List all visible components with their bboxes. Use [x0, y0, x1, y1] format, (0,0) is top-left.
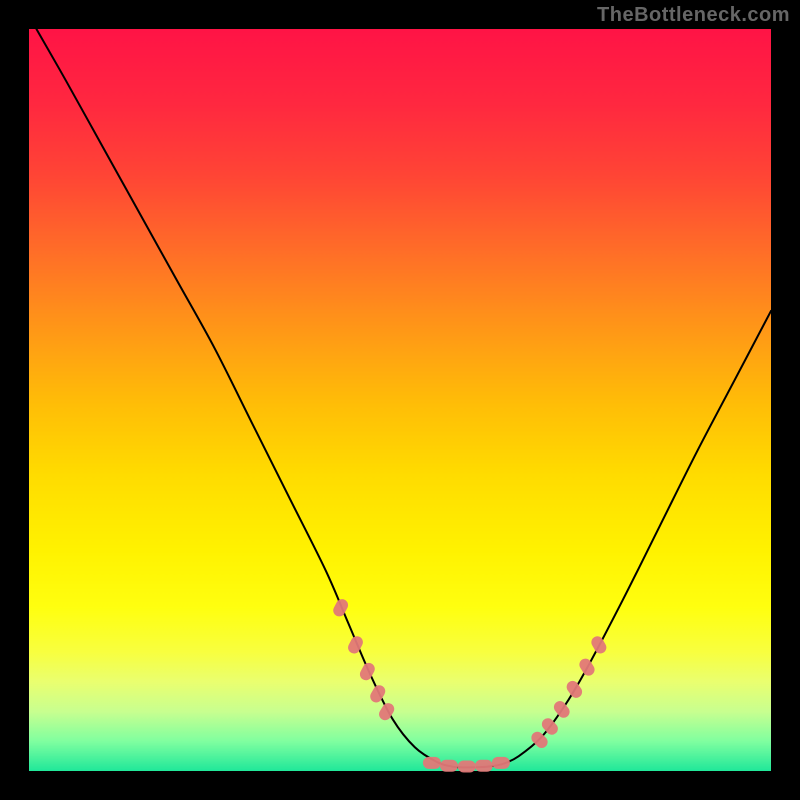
curve-marker — [368, 683, 387, 705]
bottleneck-curve — [36, 29, 771, 767]
curve-layer — [0, 0, 800, 800]
curve-marker — [331, 597, 350, 619]
curve-marker — [346, 634, 365, 656]
curve-marker — [358, 661, 377, 683]
chart-stage: TheBottleneck.com — [0, 0, 800, 800]
curve-marker — [577, 656, 597, 678]
curve-marker — [492, 757, 510, 769]
curve-marker — [475, 760, 493, 772]
curve-marker — [539, 716, 560, 737]
curve-marker — [423, 757, 441, 769]
curve-marker — [458, 761, 476, 773]
curve-marker — [589, 634, 608, 656]
curve-marker — [440, 760, 458, 772]
watermark-text: TheBottleneck.com — [0, 4, 790, 27]
curve-marker — [564, 679, 584, 701]
curve-marker — [551, 699, 572, 721]
